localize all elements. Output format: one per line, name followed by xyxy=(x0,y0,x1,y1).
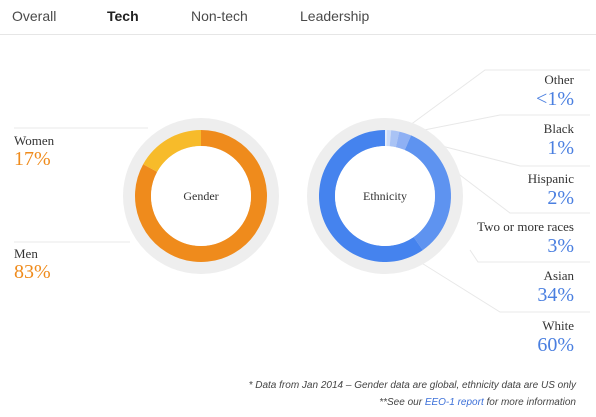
two-or-more-label: Two or more races xyxy=(477,219,574,234)
hispanic-value: 2% xyxy=(547,187,574,209)
men-label: Men xyxy=(14,246,38,261)
women-value: 17% xyxy=(14,148,51,170)
white-label: White xyxy=(542,318,574,333)
eeo-report-link[interactable]: EEO-1 report xyxy=(424,397,484,408)
gender-slice-women xyxy=(143,130,201,172)
white-leader-line xyxy=(419,261,590,313)
ethnicity-slice-asian xyxy=(404,135,451,251)
ethnicity-slice-white xyxy=(319,130,423,262)
ethnicity-slice-two-or-more-races xyxy=(395,131,412,151)
footnote-data-source: * Data from Jan 2014 – Gender data are g… xyxy=(248,380,576,391)
tab-bar: Overall Tech Non-tech Leadership xyxy=(0,0,596,35)
two-or-more-value: 3% xyxy=(547,235,574,257)
tab-non-tech[interactable]: Non-tech xyxy=(191,8,248,24)
white-value: 60% xyxy=(537,334,574,356)
ethnicity-donut-chart: Ethnicity xyxy=(307,118,463,274)
footnote-eeo: **See our EEO-1 report for more informat… xyxy=(379,397,576,408)
footnote-prefix: **See our xyxy=(379,397,425,408)
tab-tech[interactable]: Tech xyxy=(107,8,139,24)
hispanic-leader-line xyxy=(429,142,590,167)
black-value: 1% xyxy=(547,137,574,159)
two-or-more-leader-line xyxy=(455,171,590,214)
ethnicity-inner-hole xyxy=(335,146,435,246)
asian-leader-line xyxy=(469,249,590,263)
asian-label: Asian xyxy=(543,268,574,283)
men-value: 83% xyxy=(14,261,51,283)
gender-center-label: Gender xyxy=(183,189,218,203)
hispanic-label: Hispanic xyxy=(527,171,574,186)
other-leader-line xyxy=(405,69,590,129)
tab-leadership[interactable]: Leadership xyxy=(300,8,370,24)
ethnicity-slice-other xyxy=(385,130,388,147)
black-leader-line xyxy=(413,114,590,133)
other-label: Other xyxy=(544,72,574,87)
gender-donut-chart: Gender xyxy=(123,118,279,274)
black-label: Black xyxy=(543,121,574,136)
asian-value: 34% xyxy=(537,284,574,306)
ethnicity-slice-hispanic xyxy=(389,130,400,148)
tab-overall[interactable]: Overall xyxy=(12,8,57,24)
other-value: <1% xyxy=(536,88,574,110)
gender-inner-hole xyxy=(151,146,251,246)
ethnicity-slice-black xyxy=(386,130,392,147)
footnote-suffix: for more information xyxy=(483,397,577,408)
ethnicity-center-label: Ethnicity xyxy=(363,189,407,203)
women-label: Women xyxy=(14,133,55,148)
